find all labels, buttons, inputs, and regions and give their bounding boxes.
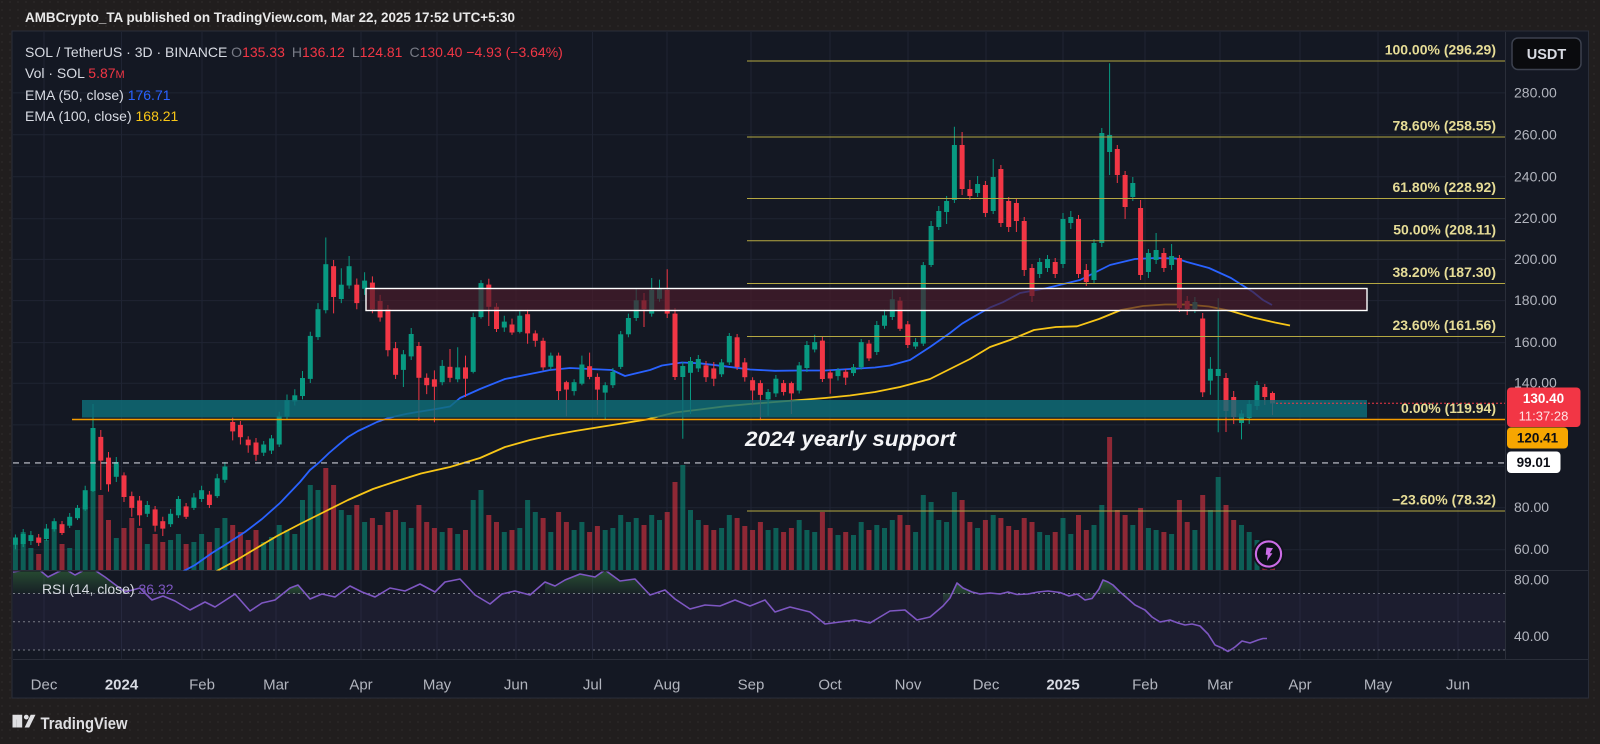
svg-text:Nov: Nov xyxy=(895,677,922,694)
svg-text:Jun: Jun xyxy=(1446,677,1470,694)
svg-text:Jun: Jun xyxy=(504,677,528,694)
svg-text:Dec: Dec xyxy=(31,677,58,694)
svg-text:USDT: USDT xyxy=(1527,47,1567,63)
svg-text:180.00: 180.00 xyxy=(1514,292,1557,308)
svg-text:Aug: Aug xyxy=(654,677,681,694)
svg-text:220.00: 220.00 xyxy=(1514,210,1557,226)
svg-text:EMA (50, close) 176.71: EMA (50, close) 176.71 xyxy=(25,87,171,103)
svg-text:50.00% (208.11): 50.00% (208.11) xyxy=(1393,221,1496,237)
svg-text:99.01: 99.01 xyxy=(1517,455,1551,470)
svg-text:EMA (100, close) 168.21: EMA (100, close) 168.21 xyxy=(25,108,179,124)
svg-text:Apr: Apr xyxy=(349,677,372,694)
svg-text:120.41: 120.41 xyxy=(1517,431,1559,446)
svg-text:Feb: Feb xyxy=(189,677,215,694)
svg-text:Dec: Dec xyxy=(973,677,1000,694)
svg-text:23.60% (161.56): 23.60% (161.56) xyxy=(1392,317,1496,333)
svg-text:260.00: 260.00 xyxy=(1514,126,1557,142)
svg-text:38.20% (187.30): 38.20% (187.30) xyxy=(1392,264,1496,280)
svg-text:280.00: 280.00 xyxy=(1514,84,1557,100)
svg-text:Mar: Mar xyxy=(263,677,289,694)
svg-text:140.00: 140.00 xyxy=(1514,375,1557,391)
svg-text:Sep: Sep xyxy=(738,677,765,694)
svg-text:2024: 2024 xyxy=(105,677,139,694)
svg-text:−23.60% (78.32): −23.60% (78.32) xyxy=(1392,492,1496,508)
svg-text:Jul: Jul xyxy=(583,677,602,694)
svg-text:Feb: Feb xyxy=(1132,677,1158,694)
svg-text:TradingView: TradingView xyxy=(41,715,128,733)
svg-text:40.00: 40.00 xyxy=(1514,628,1549,644)
svg-text:78.60% (258.55): 78.60% (258.55) xyxy=(1392,118,1496,134)
svg-text:Vol · SOL 5.87M: Vol · SOL 5.87M xyxy=(25,65,125,81)
svg-text:200.00: 200.00 xyxy=(1514,251,1557,267)
svg-text:2024 yearly support: 2024 yearly support xyxy=(744,427,957,451)
svg-text:Oct: Oct xyxy=(818,677,842,694)
svg-text:May: May xyxy=(423,677,452,694)
svg-text:Mar: Mar xyxy=(1207,677,1233,694)
svg-text:160.00: 160.00 xyxy=(1514,334,1557,350)
svg-text:11:37:28: 11:37:28 xyxy=(1519,409,1569,424)
svg-text:SOL / TetherUS · 3D · BINANCE: SOL / TetherUS · 3D · BINANCE O135.33 H1… xyxy=(25,44,563,60)
svg-text:2025: 2025 xyxy=(1046,677,1079,694)
svg-text:100.00% (296.29): 100.00% (296.29) xyxy=(1385,42,1496,58)
svg-text:AMBCrypto_TA published on Trad: AMBCrypto_TA published on TradingView.co… xyxy=(25,10,515,25)
svg-text:240.00: 240.00 xyxy=(1514,168,1557,184)
svg-text:61.80% (228.92): 61.80% (228.92) xyxy=(1392,179,1496,195)
svg-text:RSI (14, close) 36.32: RSI (14, close) 36.32 xyxy=(42,581,174,597)
svg-text:Apr: Apr xyxy=(1288,677,1311,694)
svg-text:130.40: 130.40 xyxy=(1523,391,1564,406)
svg-text:0.00% (119.94): 0.00% (119.94) xyxy=(1401,400,1496,416)
svg-text:80.00: 80.00 xyxy=(1514,499,1549,515)
svg-text:80.00: 80.00 xyxy=(1514,571,1549,587)
svg-text:60.00: 60.00 xyxy=(1514,541,1549,557)
svg-text:May: May xyxy=(1364,677,1393,694)
